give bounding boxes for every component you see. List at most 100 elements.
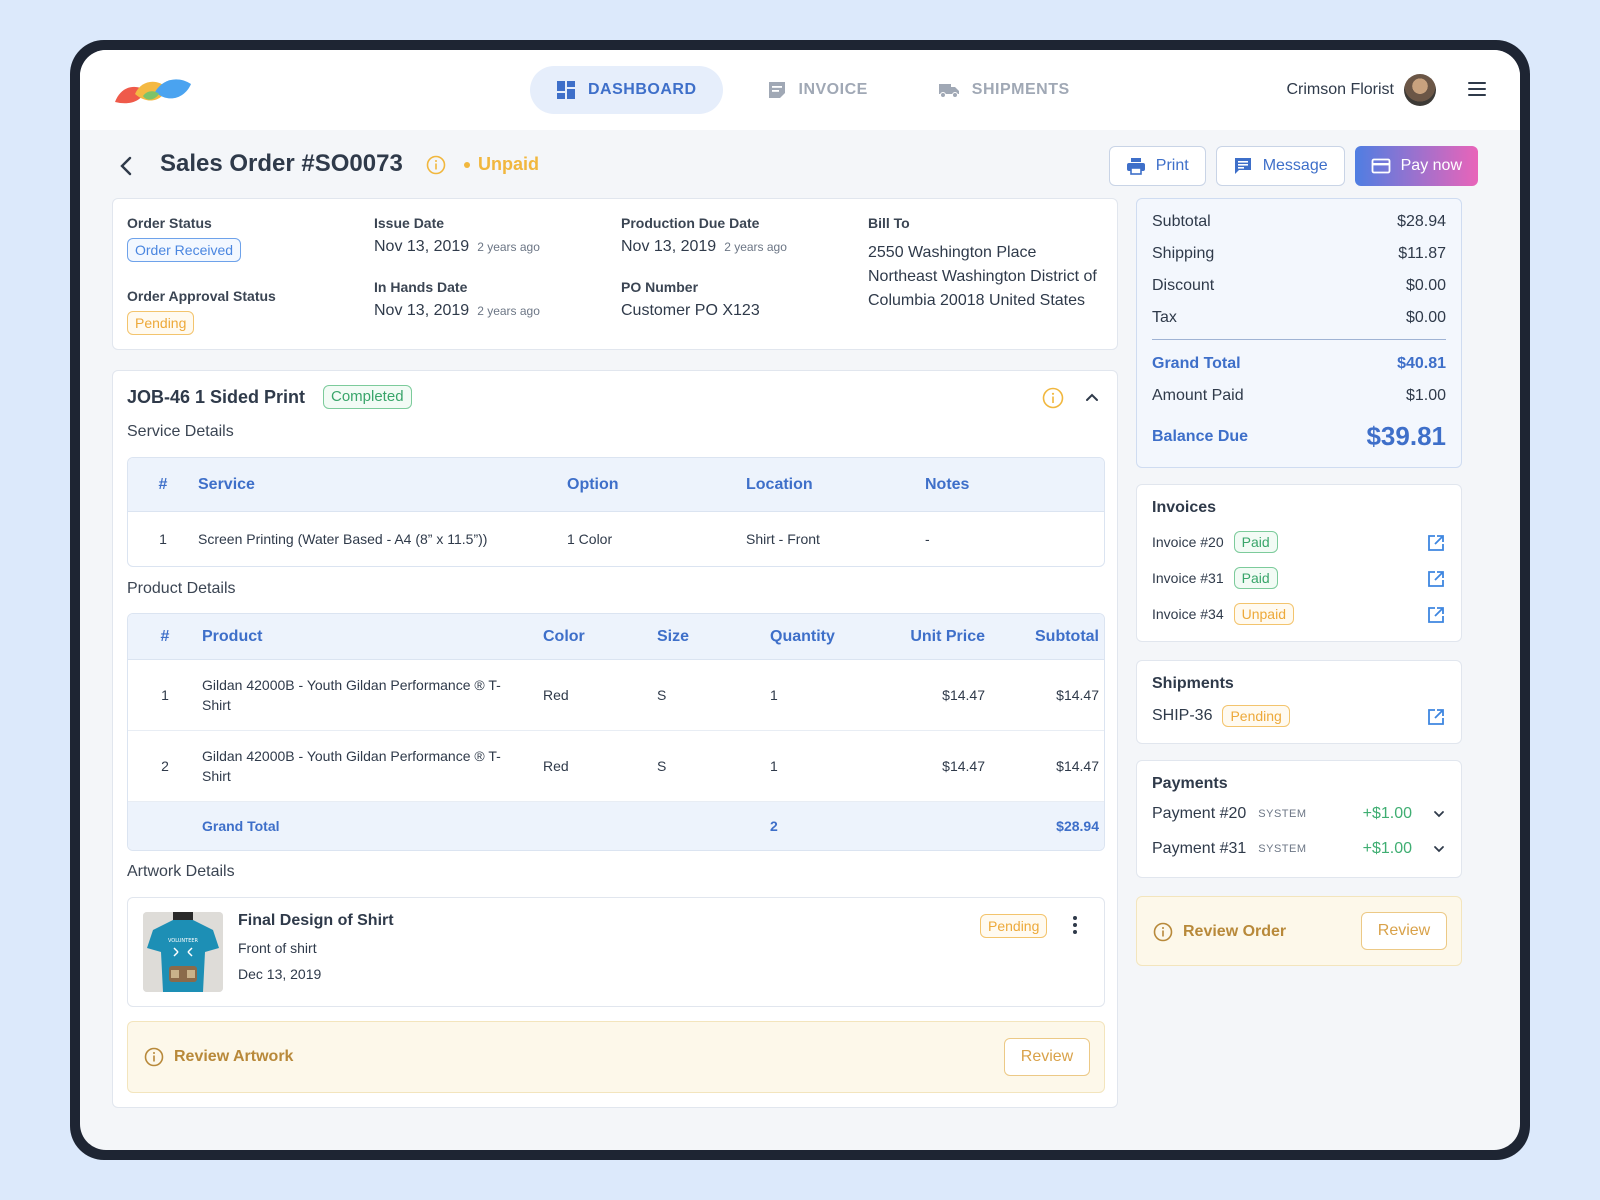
- column-header: Size: [657, 627, 690, 645]
- review-artwork-bar: Review Artwork Review: [127, 1021, 1105, 1093]
- summary-divider: [1152, 339, 1446, 340]
- print-button[interactable]: Print: [1108, 146, 1206, 186]
- column-header: Quantity: [770, 627, 835, 645]
- table-cell: 2: [161, 758, 169, 774]
- truck-icon: [938, 84, 959, 98]
- table-cell: Gildan 42000B - Youth Gildan Performance…: [202, 748, 501, 784]
- artwork-card[interactable]: VOLUNTEER Final Design of Shirt Front of…: [127, 897, 1105, 1007]
- page-title: Sales Order #SO0073: [160, 150, 403, 177]
- more-options-icon[interactable]: [1072, 916, 1078, 934]
- table-cell: -: [925, 531, 930, 547]
- summary-row: Shipping $11.87: [1152, 245, 1446, 263]
- credit-card-icon: [1371, 158, 1391, 174]
- table-cell: 1: [161, 687, 169, 703]
- review-artwork-button[interactable]: Review: [1004, 1038, 1090, 1076]
- in-hands-date: Nov 13, 2019 2 years ago: [374, 302, 540, 320]
- shipment-label: SHIP-36: [1152, 707, 1213, 724]
- payments-card: Payments Payment #20 SYSTEM +$1.00 Payme…: [1136, 760, 1462, 878]
- summary-value: $28.94: [1397, 213, 1446, 230]
- external-link-icon[interactable]: [1426, 533, 1446, 553]
- payment-row[interactable]: Payment #20 SYSTEM +$1.00: [1152, 805, 1446, 823]
- payment-row[interactable]: Payment #31 SYSTEM +$1.00: [1152, 840, 1446, 858]
- job-status-value: Completed: [323, 385, 412, 409]
- external-link-icon[interactable]: [1426, 605, 1446, 625]
- shipment-row[interactable]: SHIP-36 Pending: [1152, 705, 1446, 727]
- chevron-down-icon[interactable]: [1432, 807, 1446, 821]
- review-order-button[interactable]: Review: [1361, 912, 1447, 950]
- bill-to-address: 2550 Washington Place Northeast Washingt…: [868, 241, 1097, 313]
- grand-total-value: $40.81: [1397, 355, 1446, 372]
- invoice-status: Paid: [1233, 531, 1278, 553]
- column-header: Option: [567, 475, 619, 493]
- header-actions: Print Message Pay now: [1108, 146, 1478, 186]
- back-arrow-icon[interactable]: [116, 154, 136, 178]
- user-name: Crimson Florist: [1286, 81, 1394, 98]
- payment-amount: +$1.00: [1362, 840, 1412, 857]
- invoice-row[interactable]: Invoice #31 Paid: [1152, 567, 1446, 589]
- shipment-status: Pending: [1222, 705, 1290, 727]
- shirt-print-text: VOLUNTEER: [168, 938, 199, 944]
- table-cell: Shirt - Front: [746, 531, 820, 547]
- summary-label: Subtotal: [1152, 213, 1211, 230]
- po-number-label: PO Number: [621, 279, 699, 295]
- user-menu[interactable]: Crimson Florist: [1286, 74, 1436, 106]
- table-cell: 1 Color: [567, 531, 613, 547]
- chevron-down-icon[interactable]: [1432, 842, 1446, 856]
- payment-label: Payment #31: [1152, 840, 1247, 857]
- table-cell: $14.47: [942, 687, 985, 703]
- job-title: JOB-46 1 Sided Print: [127, 387, 306, 407]
- product-table-header: # Product Color Size Quantity Unit Price…: [128, 614, 1104, 660]
- app-screen: DASHBOARD INVOICE SHIPMENTS Crimson Flor…: [80, 50, 1520, 1150]
- invoice-label: Invoice #20: [1152, 534, 1224, 550]
- order-status-badge: Order Received: [127, 238, 242, 262]
- invoice-row[interactable]: Invoice #20 Paid: [1152, 531, 1446, 553]
- message-button[interactable]: Message: [1215, 146, 1345, 186]
- table-row[interactable]: 2 Gildan 42000B - Youth Gildan Performan…: [128, 731, 1104, 802]
- payment-source: SYSTEM: [1258, 843, 1307, 855]
- approval-status-label: Order Approval Status: [127, 288, 276, 304]
- column-header: Unit Price: [910, 627, 985, 645]
- table-row[interactable]: 1 Gildan 42000B - Youth Gildan Performan…: [128, 660, 1104, 731]
- external-link-icon[interactable]: [1426, 707, 1446, 727]
- order-info-panel: Order Status Order Received Order Approv…: [112, 198, 1118, 350]
- pay-now-button[interactable]: Pay now: [1354, 146, 1478, 186]
- tab-dashboard[interactable]: DASHBOARD: [530, 66, 723, 114]
- production-due-date: Nov 13, 2019 2 years ago: [621, 238, 787, 256]
- table-cell: S: [657, 758, 667, 774]
- column-header: Product: [202, 627, 263, 645]
- pay-now-label: Pay now: [1400, 157, 1462, 174]
- summary-row: Discount $0.00: [1152, 277, 1446, 295]
- tab-invoice[interactable]: INVOICE: [741, 66, 894, 114]
- brand-logo: [115, 79, 191, 104]
- grand-total-row: Grand Total $40.81: [1152, 355, 1446, 373]
- column-header: Notes: [925, 475, 970, 493]
- payment-amount: +$1.00: [1362, 805, 1412, 822]
- info-icon[interactable]: [1042, 387, 1064, 409]
- table-row[interactable]: 1 Screen Printing (Water Based - A4 (8” …: [128, 512, 1104, 566]
- message-label: Message: [1262, 157, 1328, 174]
- in-hands-value: Nov 13, 2019: [374, 302, 470, 319]
- artwork-thumbnail[interactable]: VOLUNTEER: [143, 912, 223, 992]
- in-hands-relative: 2 years ago: [477, 304, 540, 318]
- external-link-icon[interactable]: [1426, 569, 1446, 589]
- chevron-up-icon[interactable]: [1083, 389, 1101, 407]
- column-header: Service: [198, 475, 255, 493]
- avatar: [1404, 74, 1436, 106]
- summary-label: Shipping: [1152, 245, 1215, 262]
- invoices-card: Invoices Invoice #20 Paid Invoice #31 Paid…: [1136, 484, 1462, 642]
- print-label: Print: [1155, 157, 1189, 174]
- invoice-row[interactable]: Invoice #34 Unpaid: [1152, 603, 1446, 625]
- summary-label: Discount: [1152, 277, 1215, 294]
- table-cell: S: [657, 687, 667, 703]
- hamburger-menu-icon[interactable]: [1468, 82, 1486, 96]
- review-artwork-text: Review Artwork: [174, 1048, 294, 1065]
- table-cell: Red: [543, 758, 569, 774]
- tab-shipments[interactable]: SHIPMENTS: [912, 66, 1096, 114]
- tshirt-image: VOLUNTEER: [143, 912, 223, 992]
- bill-to-line: Northeast Washington District of: [868, 268, 1097, 285]
- invoice-icon: [768, 82, 785, 98]
- column-header: #: [158, 475, 168, 493]
- review-order-label: Review Order: [1153, 922, 1286, 942]
- info-icon[interactable]: [426, 155, 446, 175]
- job-status-badge: Completed: [323, 385, 412, 409]
